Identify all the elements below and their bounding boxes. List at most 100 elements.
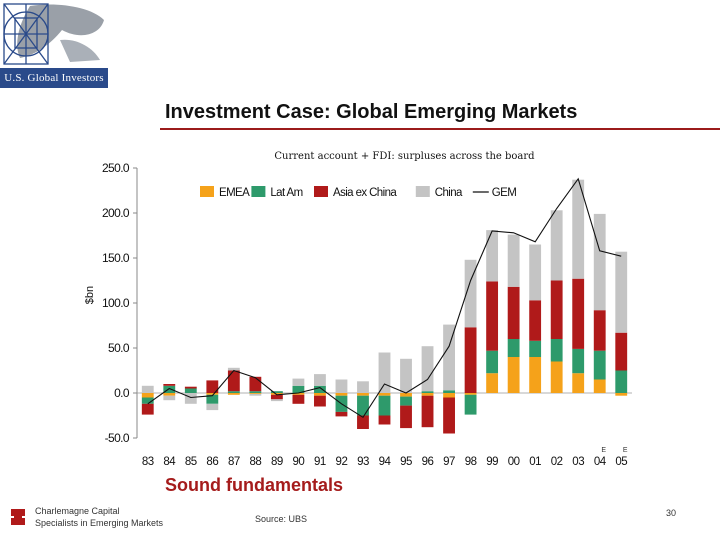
bar-emea-89 [270,393,283,395]
bar-china-84 [163,395,176,401]
bar-china-03 [572,179,585,279]
bar-china-97 [443,324,455,391]
bar-asia-ex-china-96 [421,395,434,428]
bar-china-04 [593,213,606,311]
bar-asia-ex-china-03 [572,278,585,349]
bar-latam-88 [249,391,262,393]
x-tick-label-91: 91 [314,456,326,468]
y-tick-label: 250.0 [102,161,130,175]
bar-china-02 [550,210,563,281]
bar-emea-97 [443,393,455,398]
bar-emea-90 [292,393,305,395]
footer-company: Charlemagne Capital [35,506,120,516]
bar-asia-ex-china-00 [507,286,520,339]
chart-title: Current account + FDI: surpluses across … [274,151,535,162]
x-tick-label-84: 84 [163,456,176,468]
bar-asia-ex-china-88 [249,376,262,392]
bar-china-91 [314,374,326,386]
x-tick-label-05: 05 [615,456,627,468]
bar-asia-ex-china-87 [227,370,240,392]
page-number: 30 [666,508,677,518]
bar-latam-93 [357,395,369,416]
bar-latam-99 [486,350,499,374]
bar-asia-ex-china-05 [615,332,628,371]
bar-emea-00 [507,357,520,393]
bar-latam-95 [400,396,412,406]
bar-emea-98 [464,393,477,395]
x-tick-label-02: 02 [551,456,563,468]
bar-emea-88 [249,393,262,394]
bar-china-00 [507,234,520,287]
bar-asia-ex-china-04 [593,310,606,351]
forecast-mark: E [623,447,628,454]
x-tick-label-85: 85 [185,456,197,468]
bar-asia-ex-china-83 [141,403,154,415]
bar-china-05 [615,251,628,333]
bar-asia-ex-china-99 [486,281,499,351]
bar-china-01 [529,244,542,301]
bar-emea-95 [400,393,412,397]
bar-asia-ex-china-94 [378,415,391,425]
y-tick-label: 200.0 [102,206,130,220]
bar-asia-ex-china-85 [184,386,197,389]
bar-latam-00 [507,339,520,357]
legend-label-latam: Lat Am [270,187,302,199]
bar-latam-94 [378,395,391,416]
bar-latam-85 [184,388,197,393]
x-tick-label-88: 88 [249,456,261,468]
x-tick-label-03: 03 [572,456,584,468]
bar-china-96 [421,346,434,392]
bar-emea-92 [335,393,348,396]
footer-source: Source: UBS [255,514,308,524]
legend-swatch-latam [251,186,266,197]
legend-swatch-china [415,186,430,197]
x-tick-label-89: 89 [271,456,283,468]
bar-emea-03 [572,373,585,393]
x-tick-label-94: 94 [379,456,392,468]
bar-latam-84 [163,385,176,393]
logo-wordmark: U.S. Global Investors [0,68,108,88]
y-tick-label: -50.0 [105,431,130,445]
x-tick-label-97: 97 [443,456,455,468]
bar-asia-ex-china-93 [357,415,369,429]
x-tick-label-99: 99 [486,456,498,468]
bar-asia-ex-china-91 [314,395,326,407]
bar-china-95 [400,358,412,393]
y-tick-label: 0.0 [114,386,130,400]
bar-china-92 [335,379,348,393]
y-tick-label: 100.0 [102,296,130,310]
globe-grid-icon [0,0,108,68]
bar-emea-86 [206,393,219,395]
bar-emea-94 [378,393,391,396]
bar-latam-83 [141,397,154,404]
bar-latam-98 [464,394,477,415]
bar-china-93 [357,381,369,393]
bar-asia-ex-china-01 [529,300,542,341]
x-tick-label-96: 96 [422,456,434,468]
x-tick-label-95: 95 [400,456,412,468]
bar-china-88 [249,393,262,396]
x-tick-label-92: 92 [336,456,348,468]
y-tick-label: 50.0 [108,341,130,355]
legend-label-china: China [435,187,463,199]
bar-emea-83 [141,393,154,398]
bar-china-99 [486,230,499,282]
gem-line [147,177,622,419]
x-tick-label-00: 00 [508,456,520,468]
bar-asia-ex-china-92 [335,411,348,417]
bar-latam-90 [292,385,305,393]
bar-emea-96 [421,393,434,396]
bar-latam-03 [572,348,585,374]
bar-latam-02 [550,339,563,362]
footer-company-block: Charlemagne Capital Specialists in Emerg… [35,505,163,529]
bar-china-89 [270,399,283,402]
legend-label-gem: GEM [492,187,516,199]
bar-china-87 [227,367,240,371]
bar-emea-04 [593,379,606,393]
bar-emea-02 [550,361,563,393]
subheading: Sound fundamentals [165,475,344,495]
x-tick-label-04: 04 [594,456,607,468]
bar-latam-89 [270,391,283,393]
bar-latam-01 [529,340,542,357]
bar-latam-87 [227,391,240,393]
